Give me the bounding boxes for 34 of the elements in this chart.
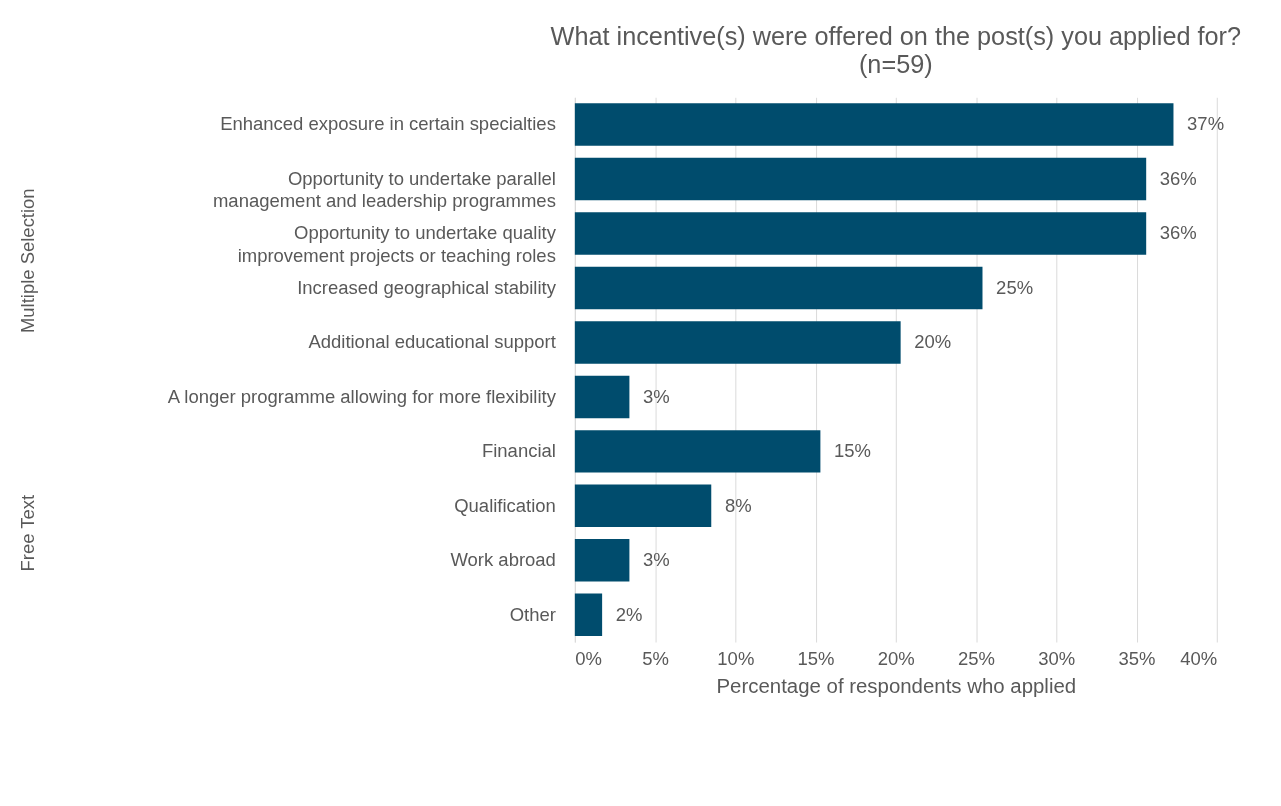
y-tick-label: Opportunity to undertake parallel management and leadership programmes: [212, 167, 556, 212]
x-tick-label: 0%: [575, 647, 603, 669]
x-tick-label: 30%: [1038, 647, 1076, 669]
data-label: 15%: [834, 440, 871, 462]
x-tick-label: 10%: [717, 647, 755, 669]
chart-title: What incentive(s) were offered on the post(s) you applied for?: [550, 21, 1242, 50]
x-tick-label: 25%: [958, 647, 996, 669]
data-label: 20%: [914, 331, 952, 353]
x-tick-label: 40%: [1180, 647, 1218, 669]
data-label: 36%: [1159, 167, 1197, 189]
x-tick-label: 20%: [877, 647, 915, 669]
y-tick-label: Financial: [481, 440, 556, 462]
y-tick-label: Work abroad: [450, 549, 556, 571]
data-label: 25%: [996, 276, 1034, 298]
x-tick-label: 5%: [642, 647, 669, 669]
data-label: 37%: [1187, 113, 1225, 135]
y-tick-label: A longer programme allowing for more flexibility: [167, 385, 557, 407]
x-tick-label: 35%: [1118, 647, 1156, 669]
x-axis-title: Percentage of respondents who applied: [716, 675, 1077, 698]
y-tick-label: Enhanced exposure in certain specialties: [220, 113, 556, 135]
y-tick-label: Other: [509, 603, 556, 625]
text: Free Text: [17, 494, 39, 572]
y-tick-label: Additional educational support: [308, 331, 556, 353]
data-label: 3%: [643, 385, 670, 407]
y-tick-label: Increased geographical stability: [297, 276, 557, 298]
text: Multiple Selection: [17, 188, 39, 334]
chart-subtitle: (n=59): [858, 50, 933, 79]
data-label: 36%: [1159, 222, 1197, 244]
y-tick-label: Qualification: [454, 494, 556, 516]
data-label: 3%: [643, 549, 670, 571]
data-label: 8%: [724, 494, 752, 516]
y-tick-label: Opportunity to undertake quality improvement projects or teaching roles: [237, 222, 557, 266]
x-tick-label: 15%: [797, 647, 835, 669]
data-label: 2%: [615, 603, 643, 625]
